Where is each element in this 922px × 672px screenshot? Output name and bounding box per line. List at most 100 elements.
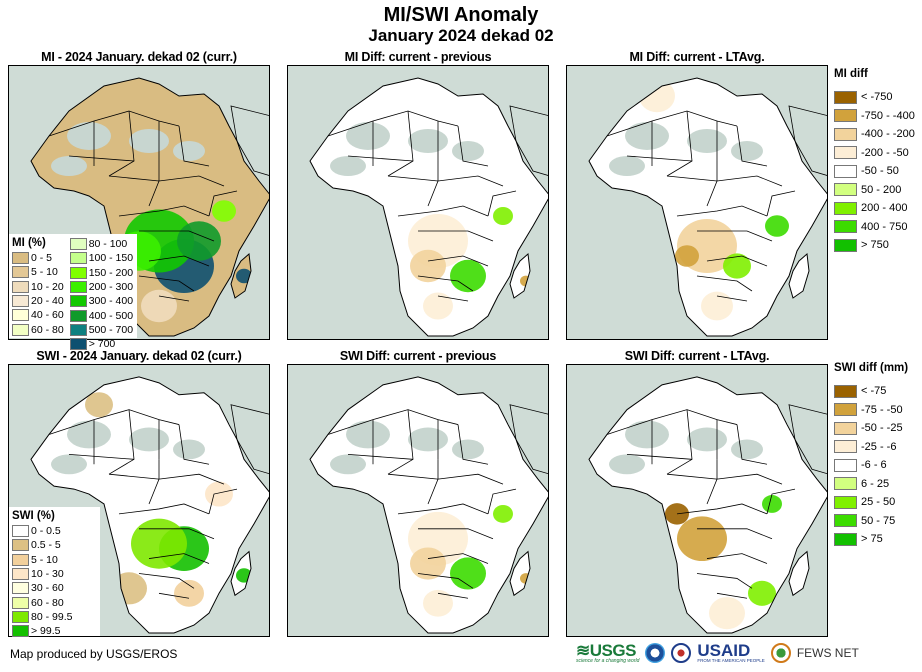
legend-item: < -75 (834, 382, 908, 401)
value-region (177, 221, 221, 261)
country-border (457, 424, 489, 465)
country-border (108, 175, 225, 187)
arabia-outline (788, 404, 827, 475)
map-panel-swi-diff-ltavg[interactable] (566, 364, 828, 637)
legend-item: -50 - 50 (834, 162, 915, 181)
africa-map (309, 376, 548, 634)
sparse-vegetation-area (408, 129, 448, 153)
sparse-vegetation-area (173, 141, 205, 161)
legend-label: 0.5 - 5 (31, 539, 61, 552)
sparse-vegetation-area (687, 427, 727, 452)
country-border (706, 255, 768, 267)
legend-swatch (834, 183, 857, 197)
legend-item: 25 - 50 (834, 493, 908, 512)
africa-map (588, 77, 827, 337)
country-border (676, 205, 768, 217)
value-region (709, 597, 745, 630)
country-border (696, 275, 753, 292)
country-border (487, 190, 517, 217)
map-panel-swi-diff-previous[interactable] (287, 364, 549, 637)
country-border (487, 488, 517, 514)
sparse-vegetation-area (346, 122, 390, 150)
sparse-vegetation-area (731, 141, 763, 161)
coastline (588, 376, 827, 634)
country-border (138, 573, 195, 589)
legend-title: MI (%) (12, 237, 46, 249)
legend-item: 150 - 200 (69, 266, 133, 280)
legend-label: 0 - 0.5 (31, 525, 61, 538)
legend-item: 0 - 0.5 (12, 524, 96, 538)
map-title: MI/SWI Anomaly (383, 4, 539, 26)
map-panel-mi-diff-previous[interactable] (287, 65, 549, 340)
legend-swatch (12, 295, 29, 308)
legend-label: 80 - 100 (88, 238, 128, 251)
value-region (205, 481, 233, 507)
sparse-vegetation-area (67, 122, 111, 150)
legend-swatch (834, 146, 857, 160)
panel-title-mi-diff-ltavg: MI Diff: current - LTAvg. (629, 50, 765, 64)
value-region (762, 495, 782, 513)
legend-swatch (69, 338, 87, 351)
value-region (677, 516, 727, 562)
arabia-outline (230, 105, 269, 176)
country-border (427, 553, 489, 564)
country-border (766, 488, 796, 514)
usgs-wave-icon: ≋ (576, 641, 590, 660)
coastline (30, 77, 269, 337)
legend-item: > 99.5 (12, 624, 96, 638)
legend-swatch (834, 384, 857, 398)
coastline (30, 376, 269, 634)
legend-item: 50 - 75 (834, 512, 908, 531)
country-border (397, 205, 489, 217)
country-border (697, 528, 773, 540)
country-border (676, 503, 768, 515)
legend-swatch (69, 281, 87, 294)
legend-swatch (12, 610, 29, 623)
legend-item: 20 - 40 (12, 294, 64, 308)
legend-swatch (12, 252, 29, 265)
map-panel-swi-current[interactable] (8, 364, 270, 637)
africa-map (30, 376, 269, 634)
legend-label: 400 - 750 (861, 220, 908, 233)
legend-swatch (12, 266, 29, 279)
land-area (589, 376, 827, 634)
legend-swatch (12, 525, 29, 538)
logo-strip: ≋USGS science for a changing world USAID… (576, 642, 859, 664)
country-border (606, 409, 738, 435)
value-region (423, 589, 453, 617)
legend-label: 10 - 30 (31, 568, 64, 581)
country-border (148, 459, 160, 505)
country-border (327, 409, 459, 435)
country-border (417, 275, 474, 292)
legend-swatch (834, 403, 857, 417)
country-border (418, 230, 494, 242)
legend-label: 60 - 80 (31, 323, 64, 336)
legend-swatch (12, 309, 29, 322)
legend-swatch (69, 309, 87, 322)
legend-item: 5 - 10 (12, 553, 96, 567)
country-border (387, 473, 504, 485)
legend-label: > 750 (861, 239, 889, 252)
value-region (111, 572, 147, 605)
usgs-logo: ≋USGS science for a changing world (576, 641, 640, 664)
country-border (347, 453, 414, 460)
legend-label: 25 - 50 (861, 496, 896, 509)
country-border (437, 592, 469, 599)
sparse-vegetation-area (625, 122, 669, 150)
legend-label: 50 - 75 (861, 514, 896, 527)
value-region (493, 207, 513, 225)
country-border (158, 592, 190, 599)
legend-swatch (834, 440, 857, 454)
map-panel-mi-diff-ltavg[interactable] (566, 65, 828, 340)
usaid-seal-icon (671, 643, 692, 663)
legend-item: -400 - -200 (834, 125, 915, 144)
legend-item: -25 - -6 (834, 438, 908, 457)
sparse-vegetation-area (330, 156, 366, 176)
value-region (493, 504, 513, 523)
legend-item: > 750 (834, 236, 915, 255)
legend-swatch (12, 323, 29, 336)
country-border (208, 488, 238, 514)
legend-item: 400 - 750 (834, 218, 915, 237)
legend-label: -6 - 6 (861, 459, 887, 472)
legend-label: 50 - 200 (861, 183, 902, 196)
